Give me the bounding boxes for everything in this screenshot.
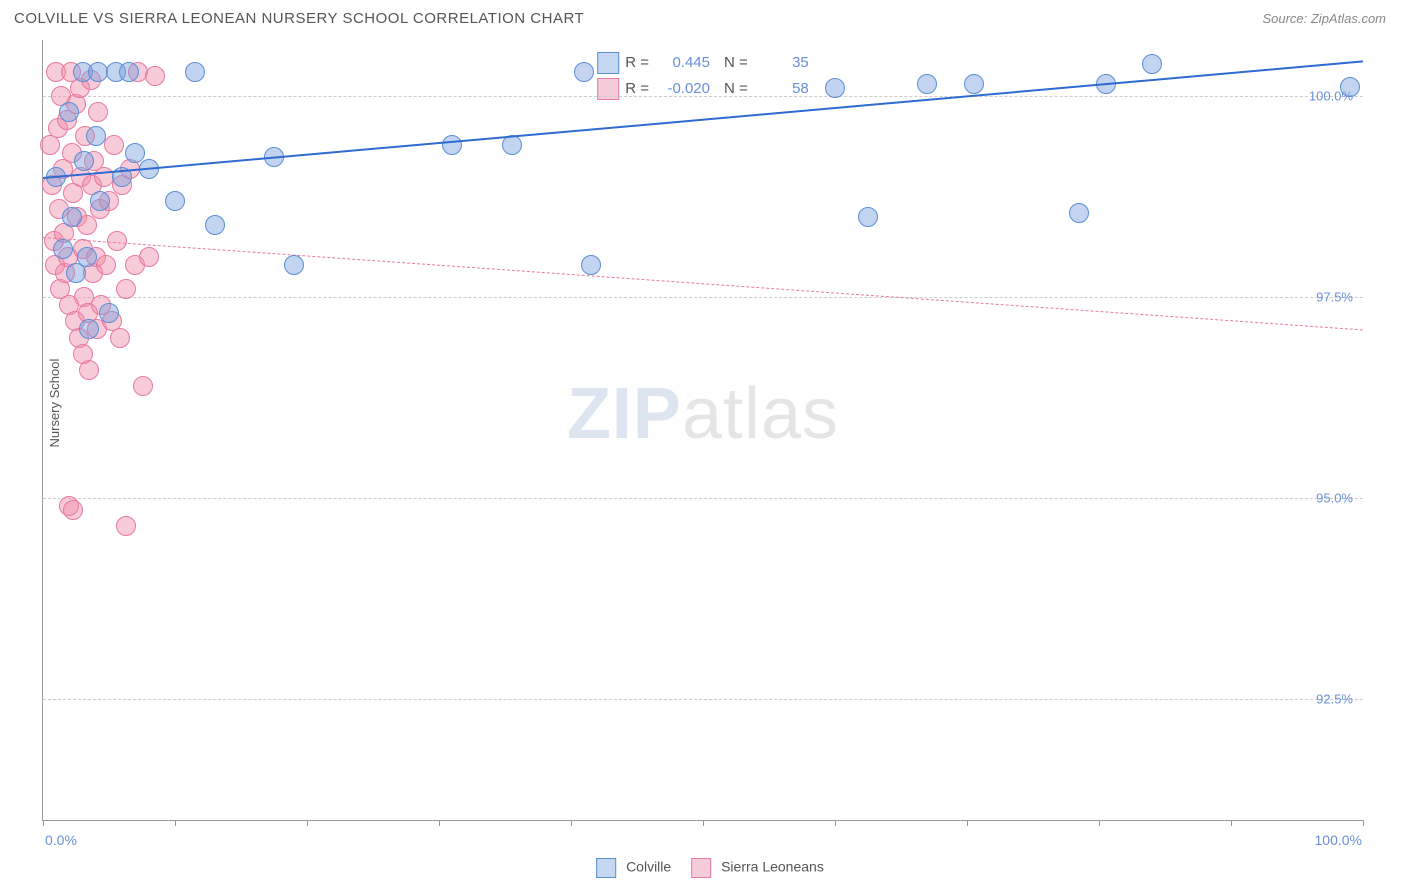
scatter-point — [133, 376, 153, 396]
x-tick-mark — [571, 820, 572, 826]
scatter-point — [62, 207, 82, 227]
scatter-point — [88, 102, 108, 122]
swatch-icon — [596, 858, 616, 878]
series-legend: Colville Sierra Leoneans — [596, 858, 824, 878]
scatter-point — [858, 207, 878, 227]
x-tick-mark — [175, 820, 176, 826]
x-tick-mark — [1363, 820, 1364, 826]
scatter-point — [442, 135, 462, 155]
y-tick-label: 95.0% — [1316, 491, 1353, 506]
legend-item-colville: Colville — [596, 858, 671, 878]
gridline — [43, 96, 1363, 97]
x-tick-mark — [703, 820, 704, 826]
gridline — [43, 297, 1363, 298]
scatter-point — [86, 126, 106, 146]
scatter-point — [1069, 203, 1089, 223]
x-axis-max-label: 100.0% — [1315, 832, 1362, 848]
scatter-point — [185, 62, 205, 82]
x-axis-min-label: 0.0% — [45, 832, 77, 848]
scatter-point — [165, 191, 185, 211]
scatter-point — [96, 255, 116, 275]
x-tick-mark — [307, 820, 308, 826]
scatter-point — [53, 239, 73, 259]
scatter-point — [94, 167, 114, 187]
scatter-point — [1340, 77, 1360, 97]
legend-row-colville: R = 0.445 N = 35 — [597, 50, 809, 76]
scatter-point — [574, 62, 594, 82]
scatter-point — [73, 344, 93, 364]
y-tick-label: 92.5% — [1316, 692, 1353, 707]
scatter-point — [284, 255, 304, 275]
gridline — [43, 699, 1363, 700]
chart-container: Nursery School ZIPatlas R = 0.445 N = 35… — [40, 40, 1380, 840]
x-tick-mark — [1231, 820, 1232, 826]
scatter-point — [104, 135, 124, 155]
scatter-point — [116, 279, 136, 299]
scatter-point — [110, 328, 130, 348]
scatter-point — [90, 191, 110, 211]
trend-line — [43, 237, 1363, 330]
x-tick-mark — [1099, 820, 1100, 826]
scatter-point — [79, 319, 99, 339]
scatter-point — [63, 500, 83, 520]
scatter-point — [964, 74, 984, 94]
scatter-point — [99, 303, 119, 323]
scatter-point — [145, 66, 165, 86]
scatter-point — [116, 516, 136, 536]
chart-title: COLVILLE VS SIERRA LEONEAN NURSERY SCHOO… — [14, 10, 584, 27]
scatter-point — [74, 151, 94, 171]
scatter-point — [119, 62, 139, 82]
y-tick-label: 97.5% — [1316, 290, 1353, 305]
watermark: ZIPatlas — [567, 373, 839, 455]
x-tick-mark — [835, 820, 836, 826]
scatter-point — [1142, 54, 1162, 74]
scatter-point — [917, 74, 937, 94]
plot-area: ZIPatlas R = 0.445 N = 35 R = -0.020 N =… — [42, 40, 1363, 821]
swatch-icon — [691, 858, 711, 878]
source-label: Source: ZipAtlas.com — [1262, 11, 1386, 26]
swatch-icon — [597, 52, 619, 74]
x-tick-mark — [439, 820, 440, 826]
scatter-point — [825, 78, 845, 98]
x-tick-mark — [967, 820, 968, 826]
scatter-point — [139, 247, 159, 267]
legend-row-sierra: R = -0.020 N = 58 — [597, 76, 809, 102]
scatter-point — [77, 247, 97, 267]
x-tick-mark — [43, 820, 44, 826]
legend-item-sierra: Sierra Leoneans — [691, 858, 824, 878]
gridline — [43, 498, 1363, 499]
scatter-point — [205, 215, 225, 235]
scatter-point — [581, 255, 601, 275]
scatter-point — [59, 102, 79, 122]
